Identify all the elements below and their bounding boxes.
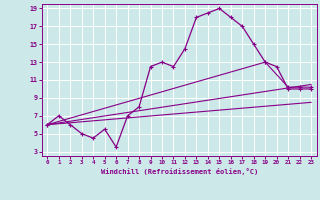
X-axis label: Windchill (Refroidissement éolien,°C): Windchill (Refroidissement éolien,°C)	[100, 168, 258, 175]
